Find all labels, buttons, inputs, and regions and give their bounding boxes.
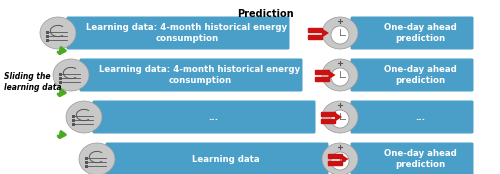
Ellipse shape — [322, 143, 358, 174]
Ellipse shape — [79, 143, 115, 174]
Bar — [85, 156, 87, 160]
Bar — [321, 112, 335, 116]
Bar — [314, 77, 328, 81]
Polygon shape — [342, 155, 348, 164]
Polygon shape — [322, 29, 329, 38]
Bar — [72, 122, 74, 125]
Bar — [46, 38, 48, 42]
Text: ...: ... — [208, 113, 218, 121]
Bar — [328, 160, 342, 164]
Bar — [85, 164, 87, 168]
Circle shape — [331, 68, 349, 86]
Ellipse shape — [322, 59, 358, 91]
Text: ...: ... — [415, 113, 425, 121]
Text: Learning data: 4-month historical energy
consumption: Learning data: 4-month historical energy… — [100, 65, 300, 85]
FancyBboxPatch shape — [350, 17, 474, 49]
FancyBboxPatch shape — [80, 58, 302, 92]
Polygon shape — [335, 113, 342, 121]
Bar — [72, 114, 74, 117]
Ellipse shape — [40, 17, 76, 49]
Ellipse shape — [322, 17, 358, 49]
Text: One-day ahead
prediction: One-day ahead prediction — [384, 23, 456, 43]
Bar — [85, 160, 87, 164]
Ellipse shape — [66, 101, 102, 133]
Ellipse shape — [53, 59, 89, 91]
FancyBboxPatch shape — [106, 143, 328, 174]
Circle shape — [331, 152, 349, 170]
Ellipse shape — [322, 101, 358, 133]
FancyBboxPatch shape — [350, 143, 474, 174]
Text: Learning data: Learning data — [192, 155, 260, 164]
Circle shape — [331, 26, 349, 44]
Text: One-day ahead
prediction: One-day ahead prediction — [384, 65, 456, 85]
FancyBboxPatch shape — [66, 17, 290, 49]
Bar — [46, 30, 48, 34]
Bar — [59, 77, 62, 80]
FancyBboxPatch shape — [92, 101, 316, 133]
Bar — [328, 153, 342, 157]
Text: Sliding the
learning data: Sliding the learning data — [4, 72, 61, 92]
Circle shape — [331, 110, 349, 128]
Bar — [308, 27, 322, 31]
Bar — [46, 34, 48, 38]
FancyBboxPatch shape — [350, 101, 474, 133]
Bar — [72, 118, 74, 121]
Text: Learning data: 4-month historical energy
consumption: Learning data: 4-month historical energy… — [86, 23, 288, 43]
Bar — [314, 69, 328, 73]
Text: One-day ahead
prediction: One-day ahead prediction — [384, 149, 456, 169]
Polygon shape — [328, 70, 336, 80]
Text: Prediction: Prediction — [236, 9, 294, 19]
FancyBboxPatch shape — [350, 58, 474, 92]
Bar — [59, 73, 62, 76]
Bar — [321, 118, 335, 122]
Bar — [59, 81, 62, 84]
Bar — [308, 34, 322, 38]
